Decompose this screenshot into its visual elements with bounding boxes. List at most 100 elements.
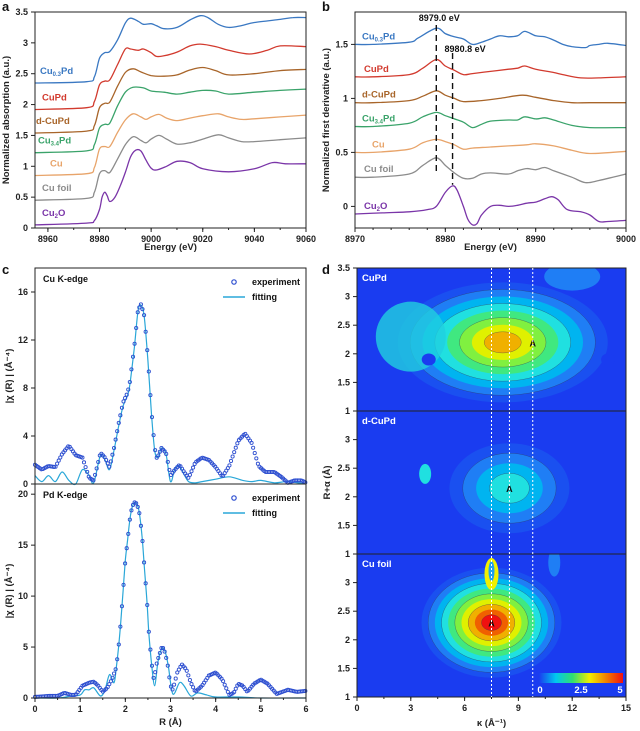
series-line: [34, 14, 307, 84]
y-tick-label: 1.5: [15, 130, 28, 140]
experiment-point: [137, 305, 142, 310]
experiment-point: [189, 469, 194, 474]
experiment-point: [221, 679, 226, 684]
experiment-point: [110, 675, 115, 680]
subpanel-title: CuPd: [362, 273, 387, 284]
series-line: [354, 185, 627, 226]
experiment-point: [115, 429, 120, 434]
experiment-point: [113, 667, 118, 672]
y-tick-label: 2: [345, 492, 350, 502]
y-tick-label: 8: [23, 383, 28, 393]
experiment-point: [157, 449, 162, 454]
experiment-point: [115, 657, 120, 662]
x-axis-label: R (Å): [159, 717, 182, 728]
y-tick-label: 10: [18, 591, 28, 601]
experiment-point: [154, 661, 159, 666]
legend-label-fitting: fitting: [252, 292, 277, 302]
experiment-point: [146, 629, 151, 634]
y-tick-label: 16: [18, 287, 28, 297]
contour-lobe: [544, 268, 601, 291]
experiment-point: [228, 458, 234, 464]
y-axis-label: Normalized first derivative (a.u.): [321, 48, 332, 192]
y-tick-label: 3.5: [15, 7, 28, 17]
x-tick-label: 9020: [193, 234, 213, 244]
series-label: Cu: [50, 159, 63, 170]
series-label: CuPd: [42, 93, 67, 104]
y-tick-label: 1.5: [337, 520, 350, 530]
experiment-point: [134, 325, 139, 331]
experiment-point: [55, 461, 60, 466]
series-line: [34, 148, 307, 226]
contour-lobe: [488, 561, 495, 582]
fitting-line: [34, 501, 307, 699]
panel-label: b: [322, 0, 330, 14]
colorbar-tick-label: 5: [617, 685, 623, 696]
x-tick-label: 9060: [296, 234, 316, 244]
series-line: [34, 43, 307, 111]
experiment-point: [104, 457, 109, 463]
series-line: [34, 66, 307, 134]
experiment-point: [118, 413, 123, 418]
panel-b: b Cu0.3Pd CuPd d-CuPd Cu3.4Pd Cu Cu foil Cu2O 89…: [321, 0, 636, 253]
y-tick-label: 1: [343, 93, 348, 103]
series-label: Cu0.3Pd: [40, 66, 73, 78]
x-tick-label: 8970: [345, 234, 365, 244]
axes-frame: [354, 11, 627, 229]
experiment-point: [153, 448, 158, 453]
y-tick-label: 2.5: [337, 320, 350, 330]
y-axis-label: R+α (Å): [322, 465, 333, 499]
experiment-point: [301, 689, 306, 694]
series-line: [354, 58, 627, 79]
subplot-title: Cu K-edge: [43, 274, 88, 284]
experiment-point: [151, 433, 156, 438]
experiment-point: [118, 624, 123, 629]
experiment-point: [134, 501, 139, 506]
experiment-point: [225, 689, 230, 694]
experiment-point: [143, 581, 148, 586]
legend-marker-experiment: [231, 495, 237, 501]
experiment-point: [142, 560, 147, 565]
contour-level: [483, 331, 522, 354]
y-tick-label: 1.5: [337, 663, 350, 673]
series-label: Cu foil: [364, 164, 394, 175]
experiment-point: [219, 473, 224, 478]
y-tick-label: 2: [345, 635, 350, 645]
experiment-point: [96, 459, 101, 465]
peak-label: A: [488, 619, 495, 629]
experiment-point: [156, 656, 161, 661]
colorbar: [539, 673, 623, 683]
series-line: [34, 134, 307, 201]
axes-frame: [34, 11, 307, 229]
y-tick-label: 2.5: [15, 69, 28, 79]
series-line: [354, 138, 627, 155]
experiment-point: [165, 459, 170, 464]
contour-lobe: [421, 353, 436, 366]
experiment-point: [130, 354, 136, 359]
experiment-point: [165, 663, 170, 668]
subpanel-title: Cu foil: [362, 559, 392, 570]
x-tick-label: 8990: [526, 234, 546, 244]
experiment-point: [255, 461, 260, 466]
y-tick-label: 3: [345, 292, 350, 302]
y-axis-label: |χ (R) | (Å⁻⁴): [4, 349, 15, 404]
colorbar-tick-label: 0: [537, 685, 542, 696]
experiment-point: [160, 646, 166, 651]
experiment-point: [80, 455, 85, 460]
experiment-point: [140, 539, 145, 544]
experiment-point: [230, 454, 235, 459]
series-label: Cu2O: [42, 208, 65, 220]
experiment-point: [121, 582, 126, 587]
x-tick-label: 2: [123, 704, 128, 714]
experiment-point: [124, 546, 129, 551]
experiment-point: [129, 508, 134, 513]
experiment-point: [132, 341, 137, 346]
experiment-point: [142, 313, 147, 318]
experiment-point: [191, 685, 196, 690]
x-tick-label: 8960: [38, 234, 58, 244]
series-label: Cu: [372, 139, 385, 150]
y-tick-label: 3: [345, 435, 350, 445]
contour-level: [481, 614, 502, 631]
series-label: Cu0.3Pd: [362, 31, 395, 43]
subpanel-cu-foil: A Cu foil 1 1.5 2 2.5 3: [337, 553, 627, 702]
